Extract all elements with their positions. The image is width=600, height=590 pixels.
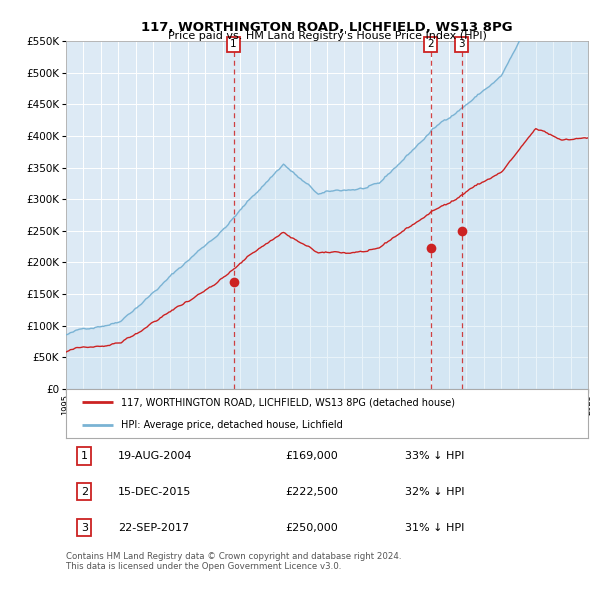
Text: £250,000: £250,000 (285, 523, 338, 533)
Text: £169,000: £169,000 (285, 451, 338, 461)
Text: 3: 3 (458, 40, 465, 50)
Text: 15-DEC-2015: 15-DEC-2015 (118, 487, 191, 497)
Text: 32% ↓ HPI: 32% ↓ HPI (406, 487, 465, 497)
Text: Price paid vs. HM Land Registry's House Price Index (HPI): Price paid vs. HM Land Registry's House … (167, 31, 487, 41)
Text: 2: 2 (427, 40, 434, 50)
Text: 33% ↓ HPI: 33% ↓ HPI (406, 451, 464, 461)
Text: 3: 3 (81, 523, 88, 533)
Text: 117, WORTHINGTON ROAD, LICHFIELD, WS13 8PG: 117, WORTHINGTON ROAD, LICHFIELD, WS13 8… (141, 21, 513, 34)
Text: 22-SEP-2017: 22-SEP-2017 (118, 523, 190, 533)
Text: HPI: Average price, detached house, Lichfield: HPI: Average price, detached house, Lich… (121, 420, 343, 430)
Text: 1: 1 (230, 40, 237, 50)
Text: £222,500: £222,500 (285, 487, 338, 497)
Text: 2: 2 (81, 487, 88, 497)
Text: Contains HM Land Registry data © Crown copyright and database right 2024.
This d: Contains HM Land Registry data © Crown c… (66, 552, 401, 571)
Text: 19-AUG-2004: 19-AUG-2004 (118, 451, 193, 461)
Text: 117, WORTHINGTON ROAD, LICHFIELD, WS13 8PG (detached house): 117, WORTHINGTON ROAD, LICHFIELD, WS13 8… (121, 398, 455, 407)
Text: 1: 1 (81, 451, 88, 461)
Text: 31% ↓ HPI: 31% ↓ HPI (406, 523, 464, 533)
